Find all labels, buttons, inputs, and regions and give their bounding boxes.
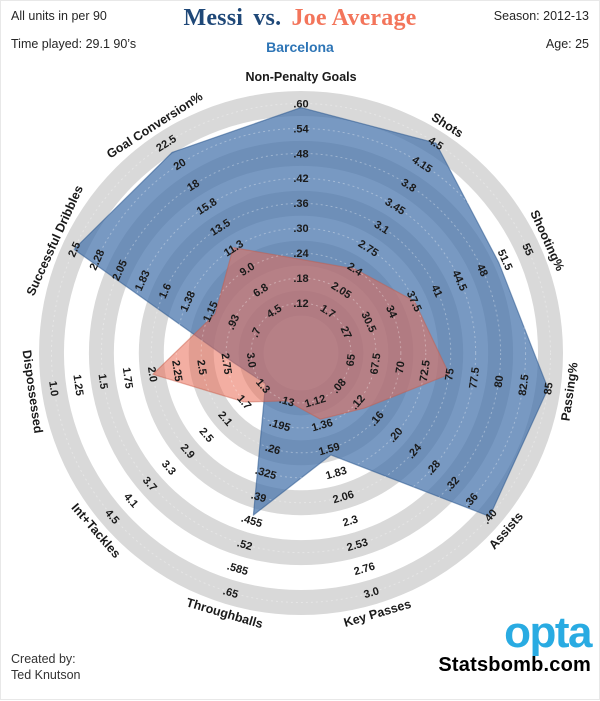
tick-label: .36 — [293, 198, 308, 210]
title-vs: vs. — [253, 5, 282, 31]
tick-label: 1.83 — [324, 465, 348, 483]
tick-label: 1.6 — [157, 282, 174, 301]
tick-label: 2.75 — [219, 352, 234, 375]
tick-label: 77.5 — [467, 367, 482, 390]
tick-label: 85 — [542, 382, 556, 396]
tick-label: 55 — [519, 242, 535, 258]
tick-label: .325 — [254, 465, 278, 483]
tick-label: .18 — [293, 273, 308, 285]
brand-block: opta Statsbomb.com — [438, 608, 592, 677]
team-subtitle: Barcelona — [266, 39, 334, 55]
tick-label: 3.0 — [244, 352, 258, 369]
tick-label: 1.25 — [70, 374, 85, 397]
time-played: Time played: 29.1 90’s — [11, 37, 137, 51]
page-title: Messi vs. Joe Average — [1, 5, 599, 32]
statsbomb-site-label: Statsbomb.com — [438, 654, 591, 676]
tick-label: .7 — [249, 326, 264, 339]
tick-label: 1.75 — [120, 367, 135, 390]
tick-label: .26 — [264, 442, 282, 458]
tick-label: 18 — [185, 177, 202, 194]
tick-label: 2.76 — [353, 561, 377, 579]
tick-label: 2.53 — [345, 537, 369, 555]
tick-label: 1.5 — [96, 373, 110, 390]
tick-label: 2.06 — [331, 489, 355, 507]
tick-label: 2.5 — [194, 359, 208, 376]
tick-label: 70 — [394, 360, 408, 374]
tick-label: .93 — [225, 313, 242, 332]
tick-label: .65 — [221, 585, 239, 601]
tick-label: 3.0 — [363, 585, 381, 601]
tick-label: 80 — [493, 375, 507, 389]
created-by-label: Created by: — [11, 652, 76, 666]
tick-label: .39 — [250, 490, 268, 506]
tick-label: .195 — [268, 417, 292, 435]
tick-label: 67.5 — [368, 352, 383, 375]
tick-label: .52 — [236, 537, 254, 553]
age-label: Age: 25 — [545, 37, 589, 51]
tick-label: 65 — [344, 353, 358, 367]
tick-label: .455 — [240, 513, 264, 531]
tick-label: 48 — [474, 262, 490, 278]
tick-label: 72.5 — [418, 359, 433, 382]
units-note: All units in per 90 — [11, 9, 107, 23]
tick-label: .13 — [278, 394, 296, 410]
title-player-name: Messi — [183, 5, 244, 31]
tick-label: .48 — [293, 148, 308, 160]
tick-label: .30 — [293, 223, 308, 235]
tick-label: 1.59 — [317, 441, 341, 459]
tick-label: .42 — [293, 173, 308, 185]
credits: Created by: Ted Knutson — [11, 651, 81, 683]
tick-label: 41 — [428, 283, 444, 299]
tick-label: 1.36 — [310, 417, 334, 435]
tick-label: 2.5 — [66, 240, 83, 259]
author-name: Ted Knutson — [11, 668, 81, 682]
season-label: Season: 2012-13 — [493, 9, 589, 23]
tick-label: .585 — [225, 561, 249, 579]
tick-label: 2.25 — [169, 359, 184, 382]
tick-label: 75 — [443, 368, 457, 382]
tick-label: 2.3 — [341, 514, 359, 530]
opta-logo: opta — [504, 608, 592, 657]
tick-label: .60 — [293, 98, 308, 110]
axis-title: Non-Penalty Goals — [245, 70, 356, 84]
tick-label: 1.0 — [46, 380, 60, 397]
tick-label: .12 — [293, 298, 308, 310]
tick-label: 34 — [383, 304, 399, 321]
tick-label: 27 — [338, 325, 354, 341]
tick-label: 1.12 — [303, 393, 327, 411]
tick-label: 20 — [172, 156, 189, 173]
title-comparison-name: Joe Average — [291, 5, 417, 31]
tick-label: 82.5 — [517, 374, 532, 397]
tick-label: 2.0 — [145, 366, 159, 383]
tick-label: .54 — [293, 123, 309, 135]
tick-label: .24 — [293, 248, 309, 260]
